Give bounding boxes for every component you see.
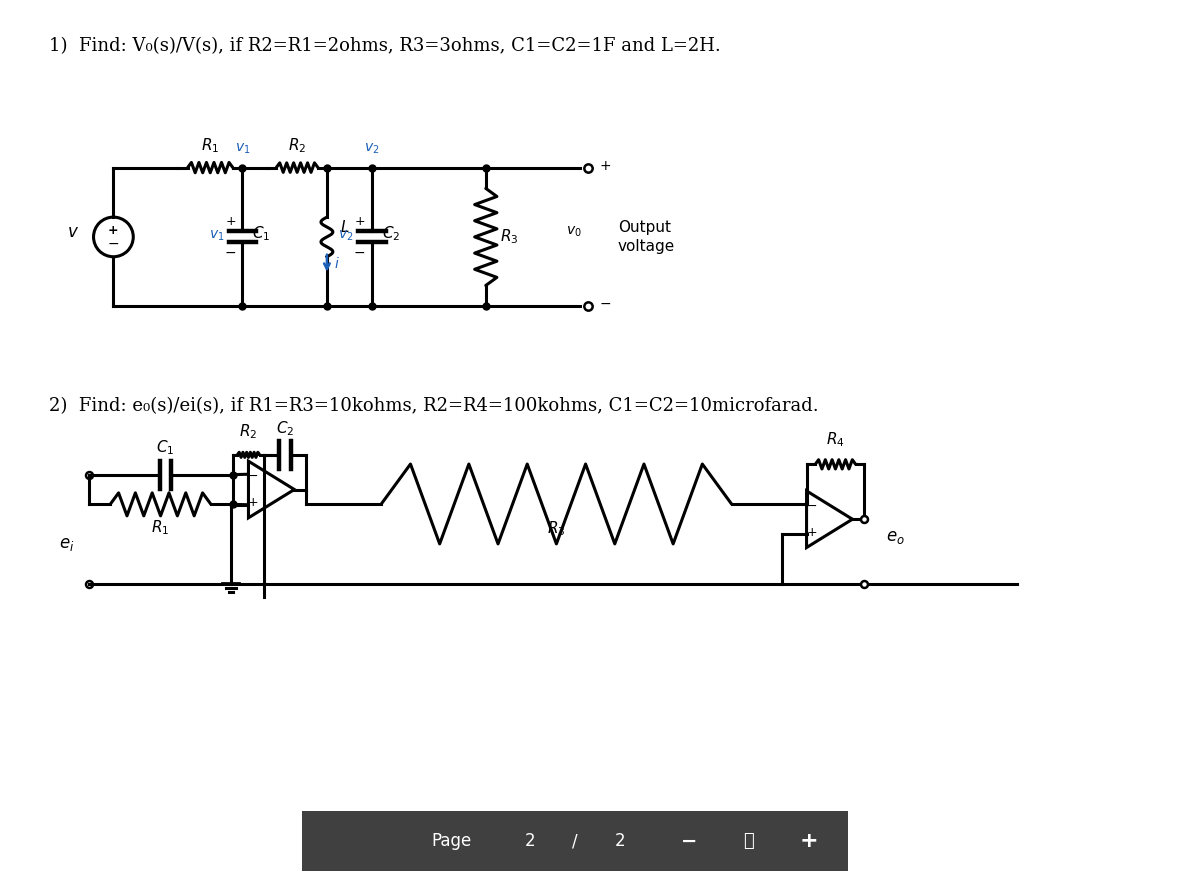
Text: voltage: voltage	[618, 240, 676, 255]
Text: 1)  Find: V₀(s)/V(s), if R2=R1=2ohms, R3=3ohms, C1=C2=1F and L=2H.: 1) Find: V₀(s)/V(s), if R2=R1=2ohms, R3=…	[49, 37, 721, 55]
Text: $C_1$: $C_1$	[252, 225, 271, 243]
Text: +: +	[806, 526, 817, 539]
Text: −: −	[248, 470, 259, 483]
Text: −: −	[806, 500, 817, 513]
Text: $e_o$: $e_o$	[886, 528, 905, 546]
Text: +: +	[248, 496, 259, 509]
Text: −: −	[224, 246, 236, 260]
Text: /: /	[572, 832, 578, 850]
Text: $L$: $L$	[340, 219, 349, 235]
Text: −: −	[600, 298, 612, 311]
FancyBboxPatch shape	[302, 811, 848, 871]
Text: +: +	[799, 831, 818, 851]
Text: $R_1$: $R_1$	[151, 518, 169, 537]
Text: +: +	[600, 158, 612, 172]
Text: $e_i$: $e_i$	[59, 535, 74, 553]
Text: $v_1$: $v_1$	[235, 141, 251, 156]
Text: 🔍: 🔍	[744, 832, 755, 850]
Text: −: −	[682, 831, 697, 850]
Text: $R_2$: $R_2$	[288, 136, 306, 155]
Text: $R_2$: $R_2$	[239, 423, 258, 441]
Text: $R_3$: $R_3$	[547, 519, 565, 537]
Text: +: +	[355, 214, 366, 228]
Text: $C_1$: $C_1$	[156, 438, 175, 457]
Text: $v_2$: $v_2$	[364, 141, 379, 156]
Text: Page: Page	[431, 832, 472, 850]
Text: $v_2$: $v_2$	[338, 228, 354, 243]
Text: $R_4$: $R_4$	[826, 430, 845, 450]
Text: $R_1$: $R_1$	[202, 136, 220, 155]
Text: 2)  Find: e₀(s)/ei(s), if R1=R3=10kohms, R2=R4=100kohms, C1=C2=10microfarad.: 2) Find: e₀(s)/ei(s), if R1=R3=10kohms, …	[49, 397, 818, 416]
Text: $v_0$: $v_0$	[566, 225, 582, 239]
Text: $v_1$: $v_1$	[209, 228, 224, 243]
Text: 2: 2	[526, 832, 535, 850]
Text: 2: 2	[614, 832, 625, 850]
Text: $C_2$: $C_2$	[276, 419, 294, 438]
Text: +: +	[226, 214, 236, 228]
Text: −: −	[108, 237, 119, 251]
Text: $v$: $v$	[66, 223, 79, 241]
Text: $C_2$: $C_2$	[382, 225, 400, 243]
Text: Output: Output	[618, 220, 671, 234]
Text: $i$: $i$	[334, 255, 340, 270]
Text: +: +	[108, 225, 119, 237]
Text: −: −	[354, 246, 366, 260]
Text: $R_3$: $R_3$	[499, 228, 518, 246]
